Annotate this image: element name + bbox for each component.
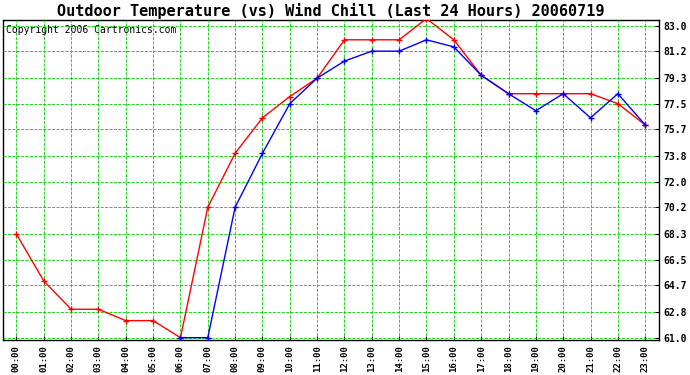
Title: Outdoor Temperature (vs) Wind Chill (Last 24 Hours) 20060719: Outdoor Temperature (vs) Wind Chill (Las… xyxy=(57,3,604,19)
Text: Copyright 2006 Cartronics.com: Copyright 2006 Cartronics.com xyxy=(6,25,177,35)
